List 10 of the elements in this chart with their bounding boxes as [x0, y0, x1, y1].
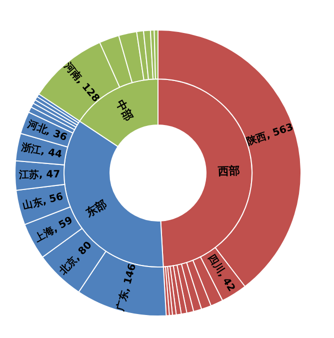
slice-label: 河北, 36	[24, 118, 69, 144]
slice-label: 中部	[113, 98, 136, 124]
slice-label: 东部	[82, 197, 110, 220]
slice-label: 广东, 146	[114, 262, 139, 314]
slice-label: 江苏, 47	[18, 168, 60, 181]
slice-label: 四川, 42	[205, 252, 238, 294]
slice-label: 浙江, 44	[19, 141, 63, 161]
slice-label: 山东, 56	[21, 190, 64, 212]
slice-label: 西部	[216, 164, 240, 178]
slice-label: 陕西, 563	[245, 121, 295, 148]
